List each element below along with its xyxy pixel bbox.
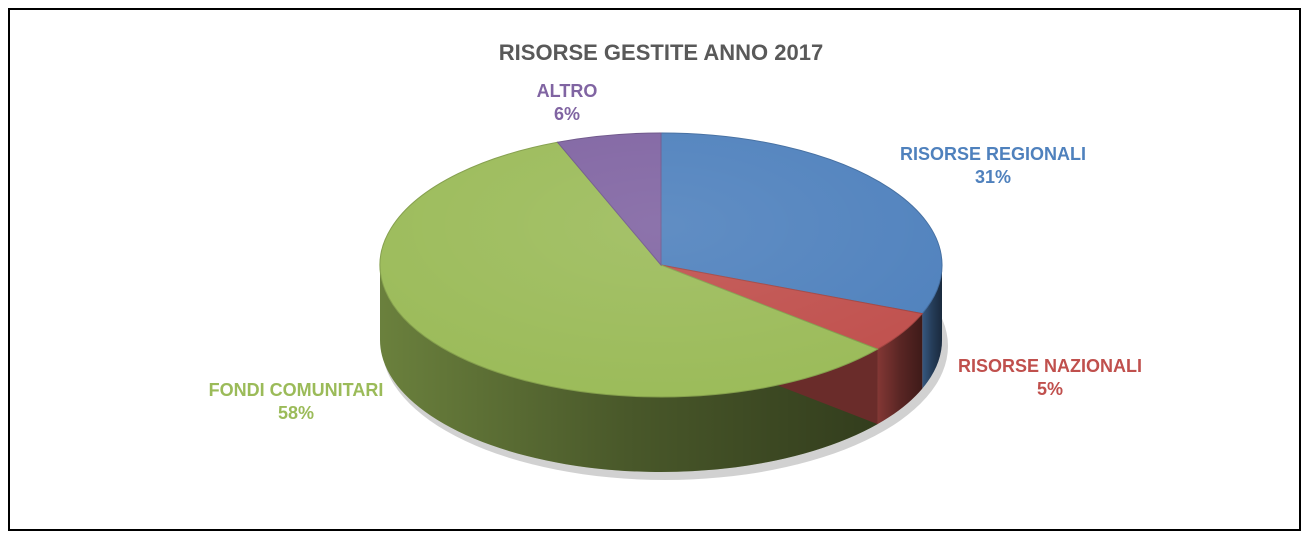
data-label-name-altro: ALTRO	[537, 81, 598, 101]
pie-labels: RISORSE REGIONALI 31% RISORSE NAZIONALI 5% F…	[209, 81, 1142, 423]
data-label-value-fondi-comunitari: 58%	[278, 403, 314, 423]
data-label-name-fondi-comunitari: FONDI COMUNITARI	[209, 380, 384, 400]
data-label-value-risorse-nazionali: 5%	[1037, 379, 1063, 399]
pie-top-shine	[380, 133, 942, 397]
pie-side-shade-2	[380, 265, 878, 473]
chart-title: RISORSE GESTITE ANNO 2017	[499, 40, 823, 65]
pie-tops	[379, 132, 943, 398]
data-label-value-altro: 6%	[554, 104, 580, 124]
data-label-name-risorse-regionali: RISORSE REGIONALI	[900, 144, 1086, 164]
pie-side-shade-0	[922, 265, 942, 389]
pie-side-shade-1	[877, 313, 923, 425]
data-label-name-risorse-nazionali: RISORSE NAZIONALI	[958, 356, 1142, 376]
data-label-value-risorse-regionali: 31%	[975, 167, 1011, 187]
